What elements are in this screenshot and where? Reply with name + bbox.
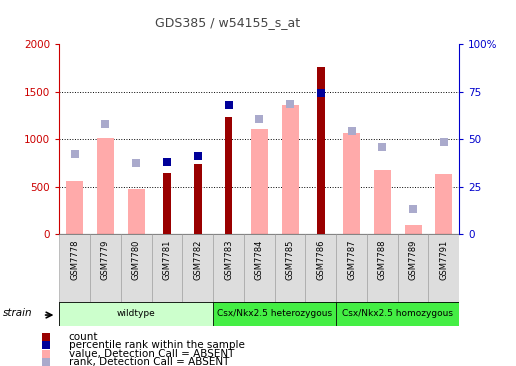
Text: rank, Detection Call = ABSENT: rank, Detection Call = ABSENT bbox=[69, 357, 229, 366]
Bar bbox=[194, 164, 202, 234]
FancyBboxPatch shape bbox=[59, 302, 213, 326]
Text: GSM7789: GSM7789 bbox=[409, 240, 417, 280]
Text: wildtype: wildtype bbox=[117, 309, 156, 318]
Text: GDS385 / w54155_s_at: GDS385 / w54155_s_at bbox=[155, 16, 300, 30]
Bar bbox=[163, 173, 171, 234]
Bar bbox=[97, 138, 114, 234]
Text: GSM7787: GSM7787 bbox=[347, 240, 356, 280]
Text: GSM7779: GSM7779 bbox=[101, 240, 110, 280]
Text: GSM7788: GSM7788 bbox=[378, 240, 387, 280]
FancyBboxPatch shape bbox=[121, 234, 152, 302]
FancyBboxPatch shape bbox=[336, 234, 367, 302]
Text: percentile rank within the sample: percentile rank within the sample bbox=[69, 340, 245, 350]
Text: GSM7784: GSM7784 bbox=[255, 240, 264, 280]
Text: GSM7781: GSM7781 bbox=[163, 240, 171, 280]
FancyBboxPatch shape bbox=[152, 234, 182, 302]
Text: GSM7783: GSM7783 bbox=[224, 240, 233, 280]
Bar bbox=[282, 105, 299, 234]
FancyBboxPatch shape bbox=[213, 302, 336, 326]
Bar bbox=[251, 128, 268, 234]
Bar bbox=[436, 174, 453, 234]
Text: GSM7778: GSM7778 bbox=[70, 240, 79, 280]
FancyBboxPatch shape bbox=[59, 234, 90, 302]
FancyBboxPatch shape bbox=[428, 234, 459, 302]
Text: GSM7786: GSM7786 bbox=[316, 240, 325, 280]
Text: value, Detection Call = ABSENT: value, Detection Call = ABSENT bbox=[69, 349, 234, 359]
FancyBboxPatch shape bbox=[367, 234, 398, 302]
Bar bbox=[224, 117, 232, 234]
FancyBboxPatch shape bbox=[275, 234, 305, 302]
Text: count: count bbox=[69, 332, 98, 342]
Text: GSM7780: GSM7780 bbox=[132, 240, 141, 280]
Text: GSM7791: GSM7791 bbox=[439, 240, 448, 280]
Text: Csx/Nkx2.5 homozygous: Csx/Nkx2.5 homozygous bbox=[342, 309, 453, 318]
FancyBboxPatch shape bbox=[244, 234, 275, 302]
FancyBboxPatch shape bbox=[398, 234, 428, 302]
FancyBboxPatch shape bbox=[90, 234, 121, 302]
Bar bbox=[343, 133, 360, 234]
Bar bbox=[128, 188, 144, 234]
Text: GSM7782: GSM7782 bbox=[194, 240, 202, 280]
Text: Csx/Nkx2.5 heterozygous: Csx/Nkx2.5 heterozygous bbox=[217, 309, 332, 318]
Text: GSM7785: GSM7785 bbox=[285, 240, 295, 280]
Bar bbox=[405, 225, 422, 234]
Bar bbox=[66, 181, 83, 234]
Bar bbox=[374, 169, 391, 234]
Bar bbox=[317, 67, 325, 234]
FancyBboxPatch shape bbox=[182, 234, 213, 302]
FancyBboxPatch shape bbox=[336, 302, 459, 326]
FancyBboxPatch shape bbox=[305, 234, 336, 302]
Text: strain: strain bbox=[3, 308, 33, 318]
FancyBboxPatch shape bbox=[213, 234, 244, 302]
